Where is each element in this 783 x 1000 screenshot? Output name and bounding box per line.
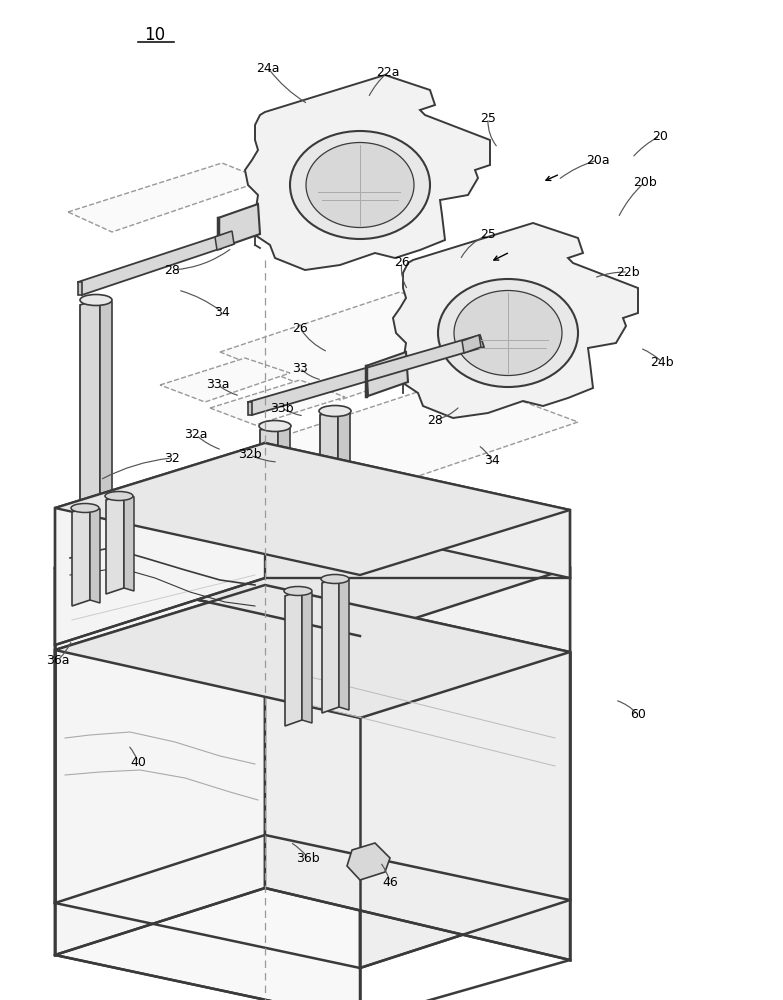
Polygon shape	[278, 424, 290, 504]
Text: 46: 46	[382, 876, 398, 888]
Ellipse shape	[105, 491, 133, 500]
Polygon shape	[265, 585, 570, 960]
Polygon shape	[210, 380, 345, 425]
Ellipse shape	[71, 504, 99, 512]
Polygon shape	[80, 298, 100, 527]
Polygon shape	[248, 335, 484, 415]
Polygon shape	[366, 352, 408, 396]
Text: 20b: 20b	[633, 176, 657, 188]
Text: 20a: 20a	[586, 153, 610, 166]
Polygon shape	[260, 424, 278, 506]
Text: 60: 60	[630, 708, 646, 722]
Polygon shape	[302, 590, 312, 723]
Polygon shape	[55, 650, 360, 1000]
Ellipse shape	[259, 420, 291, 432]
Polygon shape	[296, 281, 493, 350]
Text: 20: 20	[652, 129, 668, 142]
Text: 26: 26	[394, 255, 410, 268]
Polygon shape	[320, 409, 338, 496]
Polygon shape	[72, 506, 90, 606]
Text: 34: 34	[484, 454, 500, 466]
Text: 22b: 22b	[616, 265, 640, 278]
Ellipse shape	[321, 574, 349, 584]
Polygon shape	[322, 577, 339, 713]
Text: 25: 25	[480, 229, 496, 241]
Polygon shape	[265, 378, 578, 488]
Text: 22a: 22a	[377, 66, 400, 79]
Polygon shape	[360, 568, 570, 968]
Text: 36b: 36b	[296, 852, 319, 864]
Text: 32: 32	[164, 452, 180, 464]
Text: 40: 40	[130, 756, 146, 768]
Ellipse shape	[80, 294, 112, 306]
Text: 33a: 33a	[206, 378, 229, 391]
Polygon shape	[215, 231, 234, 250]
Text: 10: 10	[144, 26, 165, 44]
Polygon shape	[347, 843, 390, 880]
Polygon shape	[55, 568, 360, 968]
Ellipse shape	[290, 131, 430, 239]
Text: 24a: 24a	[256, 62, 280, 75]
Text: 33: 33	[292, 361, 308, 374]
Text: 28: 28	[427, 414, 443, 426]
Polygon shape	[106, 494, 124, 594]
Polygon shape	[265, 443, 570, 578]
Polygon shape	[339, 577, 349, 710]
Polygon shape	[55, 443, 570, 575]
Polygon shape	[55, 585, 265, 955]
Ellipse shape	[319, 406, 351, 416]
Polygon shape	[393, 223, 638, 418]
Polygon shape	[68, 163, 265, 232]
Ellipse shape	[306, 142, 414, 228]
Text: 33b: 33b	[270, 401, 294, 414]
Polygon shape	[220, 292, 520, 400]
Polygon shape	[55, 443, 265, 645]
Polygon shape	[55, 500, 265, 903]
Polygon shape	[100, 298, 112, 524]
Text: 26: 26	[292, 322, 308, 334]
Ellipse shape	[284, 586, 312, 595]
Text: 24b: 24b	[650, 356, 674, 368]
Polygon shape	[78, 232, 234, 295]
Polygon shape	[218, 204, 260, 248]
Polygon shape	[90, 506, 100, 603]
Polygon shape	[338, 409, 350, 490]
Text: 32a: 32a	[184, 428, 207, 442]
Polygon shape	[124, 494, 134, 591]
Polygon shape	[78, 282, 82, 295]
Text: 25: 25	[480, 111, 496, 124]
Ellipse shape	[438, 279, 578, 387]
Ellipse shape	[454, 290, 562, 375]
Polygon shape	[160, 358, 290, 402]
Text: 34: 34	[214, 306, 230, 318]
Text: 32b: 32b	[238, 448, 262, 462]
Polygon shape	[248, 402, 252, 415]
Text: 36a: 36a	[46, 654, 70, 666]
Polygon shape	[55, 585, 570, 718]
Polygon shape	[285, 590, 302, 726]
Polygon shape	[245, 75, 490, 270]
Polygon shape	[462, 335, 481, 353]
Polygon shape	[55, 500, 570, 636]
Text: 28: 28	[164, 263, 180, 276]
Polygon shape	[265, 500, 570, 900]
